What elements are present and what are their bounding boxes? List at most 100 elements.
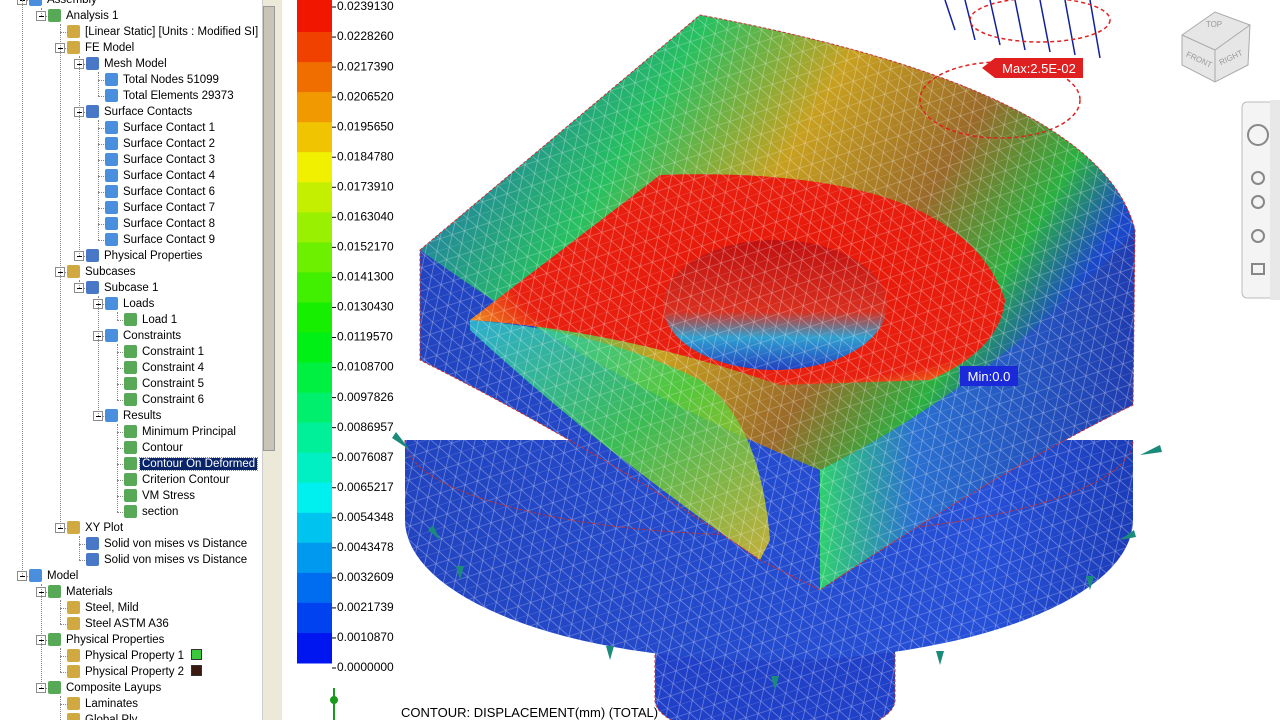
tree-item[interactable]: Constraint 6 <box>140 392 206 408</box>
tree-label[interactable]: Constraint 4 <box>142 362 205 374</box>
tree-label[interactable]: Constraint 5 <box>142 378 205 390</box>
tree-item[interactable]: Results <box>121 408 163 424</box>
tree-label[interactable]: Total Nodes 51099 <box>123 74 219 86</box>
tree-item[interactable]: Contour On Deformed <box>138 456 259 472</box>
tree-item[interactable]: Load 1 <box>140 312 179 328</box>
tree-label[interactable]: Constraints <box>123 330 182 342</box>
tree-label[interactable]: section <box>142 506 179 518</box>
tree-label[interactable]: Surface Contact 8 <box>123 218 216 230</box>
tree-item[interactable]: Laminates <box>83 696 140 712</box>
tree-label[interactable]: Surface Contacts <box>104 106 193 118</box>
tree-item[interactable]: Criterion Contour <box>140 472 232 488</box>
tree-label[interactable]: Surface Contact 3 <box>123 154 216 166</box>
tree-item[interactable]: Surface Contact 9 <box>121 232 217 248</box>
tree-label[interactable]: Materials <box>66 586 113 598</box>
tree-item[interactable]: Total Nodes 51099 <box>121 72 221 88</box>
tree-label[interactable]: Loads <box>123 298 155 310</box>
tree-label[interactable]: Surface Contact 2 <box>123 138 216 150</box>
tree-label[interactable]: Minimum Principal <box>142 426 236 438</box>
splitter[interactable] <box>276 0 282 720</box>
tree-label[interactable]: Results <box>123 410 162 422</box>
tree-item[interactable]: VM Stress <box>140 488 197 504</box>
tree-item[interactable]: Steel, Mild <box>83 600 141 616</box>
tree-item[interactable]: Model <box>45 568 80 584</box>
tree-item[interactable]: [Linear Static] [Units : Modified SI] <box>83 24 260 40</box>
tree-item[interactable]: FE Model <box>83 40 136 56</box>
tree-item[interactable]: Surface Contact 8 <box>121 216 217 232</box>
tree-item[interactable]: Subcase 1 <box>102 280 160 296</box>
tree-item[interactable]: Constraint 5 <box>140 376 206 392</box>
tree-label[interactable]: Steel ASTM A36 <box>85 618 169 630</box>
tree-item[interactable]: Minimum Principal <box>140 424 238 440</box>
tree-line <box>22 0 23 576</box>
tree-label[interactable]: Steel, Mild <box>85 602 139 614</box>
tree-label[interactable]: Composite Layups <box>66 682 162 694</box>
tree-label[interactable]: Constraint 6 <box>142 394 205 406</box>
node-icon <box>105 169 118 182</box>
tree-label[interactable]: Total Elements 29373 <box>123 90 234 102</box>
tree-label[interactable]: FE Model <box>85 42 135 54</box>
tree-item[interactable]: Surface Contact 1 <box>121 120 217 136</box>
tree-item[interactable]: Constraint 4 <box>140 360 206 376</box>
view-cube[interactable]: TOP FRONT RIGHT <box>1181 11 1251 83</box>
tree-item[interactable]: Constraint 1 <box>140 344 206 360</box>
tree-label[interactable]: Criterion Contour <box>142 474 230 486</box>
tree-item[interactable]: Subcases <box>83 264 138 280</box>
tree-label[interactable]: Physical Property 1 <box>85 650 185 662</box>
tree-label[interactable]: Surface Contact 4 <box>123 170 216 182</box>
tree-label[interactable]: Subcase 1 <box>104 282 159 294</box>
tree-item[interactable]: Constraints <box>121 328 183 344</box>
tree-item[interactable]: section <box>140 504 180 520</box>
tree-item[interactable]: Physical Property 2 <box>83 664 203 680</box>
tree-label[interactable]: Analysis 1 <box>66 10 119 22</box>
tree-item[interactable]: Contour <box>140 440 185 456</box>
tree-label[interactable]: Constraint 1 <box>142 346 205 358</box>
nav-bar[interactable] <box>1241 100 1280 300</box>
scroll-thumb[interactable] <box>263 6 275 451</box>
tree-label[interactable]: Laminates <box>85 698 139 710</box>
tree-item[interactable]: Surface Contact 7 <box>121 200 217 216</box>
tree-label[interactable]: Solid von mises vs Distance <box>104 538 248 550</box>
tree-label[interactable]: Physical Properties <box>66 634 165 646</box>
tree-item[interactable]: Solid von mises vs Distance <box>102 536 249 552</box>
tree-item[interactable]: Surface Contact 4 <box>121 168 217 184</box>
tree-item[interactable]: Composite Layups <box>64 680 163 696</box>
tree-item[interactable]: Loads <box>121 296 156 312</box>
tree-label[interactable]: Assembly <box>47 0 97 6</box>
tree-label[interactable]: Surface Contact 9 <box>123 234 216 246</box>
tree-label[interactable]: Load 1 <box>142 314 178 326</box>
tree-label[interactable]: Mesh Model <box>104 58 167 70</box>
tree-label[interactable]: Contour <box>142 442 183 454</box>
tree-item[interactable]: Steel ASTM A36 <box>83 616 171 632</box>
tree-item[interactable]: Solid von mises vs Distance <box>102 552 249 568</box>
tree-label[interactable]: Global Ply <box>85 714 138 720</box>
tree-item[interactable]: Physical Properties <box>64 632 166 648</box>
tree-label[interactable]: Physical Property 2 <box>85 666 185 678</box>
tree-label[interactable]: Contour On Deformed <box>138 457 259 471</box>
tree-item[interactable]: Assembly <box>45 0 99 8</box>
tree-item[interactable]: Analysis 1 <box>64 8 120 24</box>
tree-item[interactable]: Surface Contact 6 <box>121 184 217 200</box>
tree-label[interactable]: VM Stress <box>142 490 196 502</box>
node-icon <box>105 73 118 86</box>
tree-label[interactable]: Surface Contact 7 <box>123 202 216 214</box>
tree-item[interactable]: Materials <box>64 584 115 600</box>
tree-item[interactable]: Surface Contact 2 <box>121 136 217 152</box>
tree-label[interactable]: Surface Contact 1 <box>123 122 216 134</box>
tree-label[interactable]: Model <box>47 570 79 582</box>
tree-item[interactable]: Global Ply <box>83 712 139 720</box>
tree-item[interactable]: XY Plot <box>83 520 125 536</box>
tree-label[interactable]: Subcases <box>85 266 136 278</box>
fe-model[interactable] <box>404 14 1136 720</box>
tree-item[interactable]: Surface Contacts <box>102 104 194 120</box>
tree-label[interactable]: Solid von mises vs Distance <box>104 554 248 566</box>
tree-label[interactable]: [Linear Static] [Units : Modified SI] <box>85 26 259 38</box>
tree-item[interactable]: Total Elements 29373 <box>121 88 236 104</box>
tree-label[interactable]: Surface Contact 6 <box>123 186 216 198</box>
tree-label[interactable]: XY Plot <box>85 522 124 534</box>
tree-item[interactable]: Mesh Model <box>102 56 169 72</box>
tree-item[interactable]: Physical Property 1 <box>83 648 203 664</box>
tree-item[interactable]: Surface Contact 3 <box>121 152 217 168</box>
tree-item[interactable]: Physical Properties <box>102 248 204 264</box>
tree-label[interactable]: Physical Properties <box>104 250 203 262</box>
